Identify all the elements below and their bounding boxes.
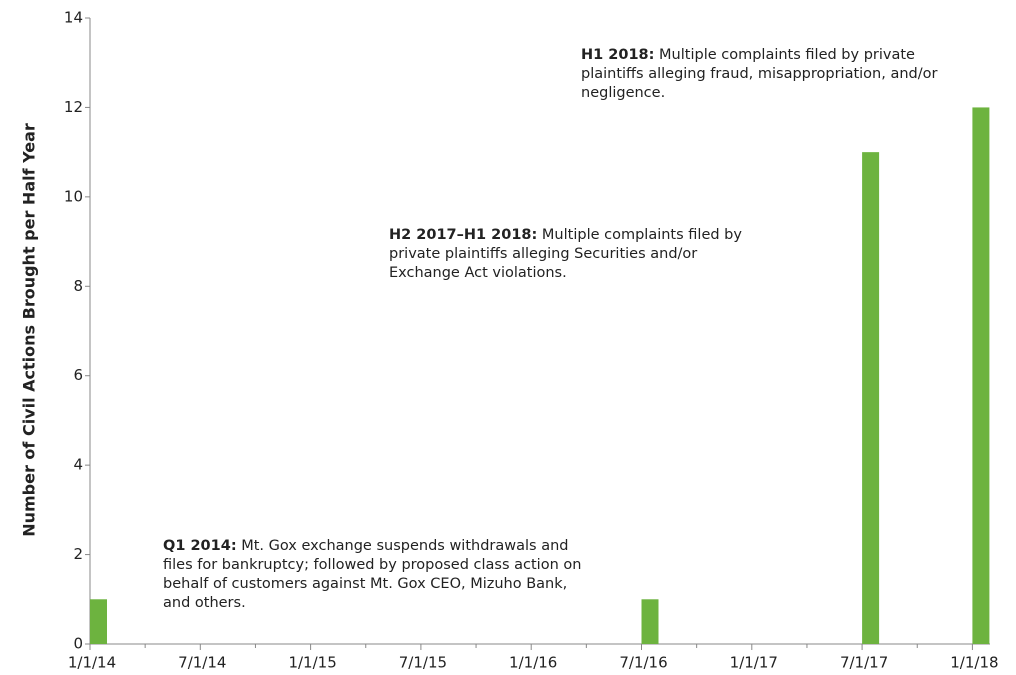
x-tick-label: 1/1/14 [68,654,116,672]
annotation: H2 2017–H1 2018: Multiple complaints fil… [389,226,761,283]
x-tick-label: 1/1/16 [509,654,557,672]
x-tick-label: 7/1/17 [840,654,888,672]
y-tick-label: 8 [73,277,83,295]
x-tick-label: 7/1/14 [178,654,226,672]
x-tick-label: 1/1/18 [950,654,998,672]
x-tick-label: 7/1/15 [399,654,447,672]
x-tick-label: 7/1/16 [619,654,667,672]
annotation: H1 2018: Multiple complaints filed by pr… [581,46,953,103]
y-tick-label: 2 [73,545,83,563]
y-tick-label: 14 [64,9,83,27]
annotation-text: Multiple complaints filed by private pla… [389,227,742,281]
bar [90,599,107,644]
annotation-text: Multiple complaints filed by private pla… [581,47,938,101]
bar [641,599,659,644]
annotation-label: H2 2017–H1 2018: [389,227,538,243]
annotation-label: H1 2018: [581,47,655,63]
bar [972,107,990,644]
y-tick-label: 6 [73,366,83,384]
bar [862,152,880,644]
y-axis-label: Number of Civil Actions Brought per Half… [20,123,39,537]
annotation-text: Mt. Gox exchange suspends withdrawals an… [163,538,582,611]
y-tick-label: 10 [64,187,83,205]
y-tick-label: 4 [73,456,83,474]
x-tick-label: 1/1/15 [288,654,336,672]
x-tick-label: 1/1/17 [730,654,778,672]
annotation-label: Q1 2014: [163,538,237,554]
y-tick-label: 12 [64,98,83,116]
y-tick-label: 0 [73,635,83,653]
annotation: Q1 2014: Mt. Gox exchange suspends withd… [163,537,595,613]
